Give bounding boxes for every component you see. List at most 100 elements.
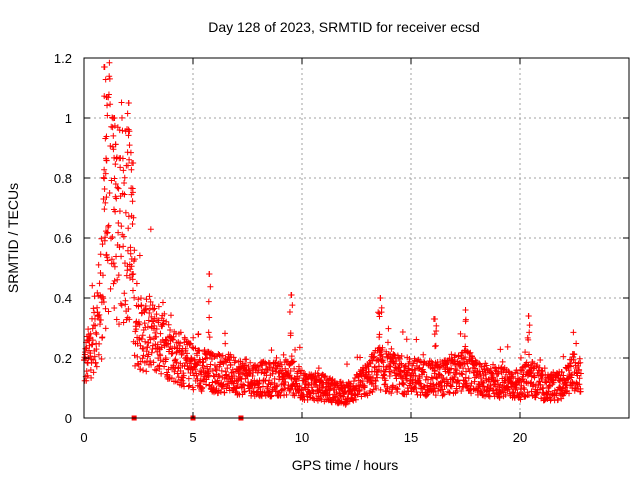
data-point	[432, 385, 439, 392]
data-point	[485, 392, 492, 399]
data-point	[159, 321, 166, 328]
data-point	[510, 373, 517, 380]
data-point	[124, 110, 131, 117]
data-point	[123, 272, 130, 279]
data-point	[559, 385, 566, 392]
data-point	[128, 212, 135, 219]
data-point	[453, 369, 460, 376]
data-point	[369, 389, 376, 396]
data-point	[159, 299, 166, 306]
data-point	[525, 313, 532, 319]
data-point	[129, 287, 136, 294]
data-point	[409, 376, 416, 383]
data-point	[436, 364, 443, 371]
data-point	[190, 386, 197, 393]
data-point	[108, 235, 115, 242]
data-point	[139, 355, 146, 362]
data-point	[155, 303, 162, 310]
data-point	[97, 321, 104, 328]
data-point	[412, 366, 419, 373]
data-point	[129, 185, 136, 192]
data-point	[126, 142, 133, 149]
data-point	[398, 362, 405, 369]
data-point	[93, 363, 100, 370]
data-point	[200, 364, 207, 371]
data-point	[333, 390, 340, 397]
data-point	[171, 368, 178, 375]
data-point	[500, 366, 507, 373]
data-point	[185, 383, 192, 390]
data-point	[416, 375, 423, 382]
data-point	[89, 282, 96, 289]
data-point	[110, 260, 117, 267]
data-point	[296, 344, 303, 351]
data-point	[137, 366, 144, 373]
data-point	[127, 266, 134, 273]
data-point	[207, 283, 214, 290]
data-point	[104, 112, 111, 119]
data-point	[278, 387, 285, 394]
data-point	[104, 229, 111, 236]
y-tick-label: 1	[65, 111, 72, 126]
data-point	[135, 303, 142, 310]
data-point	[448, 383, 455, 390]
data-point	[205, 298, 212, 305]
data-point	[386, 373, 393, 380]
data-point	[115, 220, 122, 227]
data-point	[92, 329, 99, 336]
data-point	[148, 349, 155, 356]
data-point	[121, 174, 128, 181]
data-point	[143, 368, 150, 375]
data-point	[443, 361, 450, 368]
data-point	[541, 365, 548, 372]
data-point	[133, 326, 140, 333]
data-point	[241, 388, 248, 395]
data-point	[196, 347, 203, 354]
data-point	[281, 375, 288, 382]
data-point	[525, 391, 532, 398]
data-point	[120, 167, 127, 174]
data-point	[567, 363, 574, 370]
data-point	[288, 353, 295, 360]
data-point	[521, 386, 528, 393]
data-point	[124, 149, 131, 156]
data-point	[103, 230, 110, 237]
data-point	[377, 295, 384, 301]
data-point	[126, 156, 133, 163]
data-point	[268, 364, 275, 371]
data-point	[204, 354, 211, 361]
data-point	[177, 340, 184, 347]
data-point	[112, 161, 119, 168]
data-point	[145, 317, 152, 324]
data-point	[104, 257, 111, 264]
data-point	[102, 76, 109, 83]
y-tick-label: 0	[65, 411, 72, 426]
data-point	[106, 59, 113, 66]
data-point	[97, 317, 104, 324]
data-point	[166, 375, 173, 382]
data-point	[403, 391, 410, 398]
data-point	[125, 213, 132, 220]
data-point	[527, 362, 534, 369]
data-point	[280, 351, 287, 358]
data-point	[85, 326, 92, 333]
data-point	[157, 357, 164, 364]
data-point	[222, 340, 229, 347]
data-point	[411, 385, 418, 392]
data-point	[566, 390, 573, 397]
data-point	[89, 325, 96, 332]
data-point	[432, 342, 439, 349]
data-point	[103, 94, 110, 100]
data-point	[153, 311, 160, 318]
data-point	[168, 350, 175, 357]
data-point	[394, 386, 401, 393]
data-point	[110, 132, 117, 139]
data-point	[111, 277, 118, 284]
data-point	[387, 369, 394, 376]
data-point	[537, 356, 544, 363]
x-tick-label: 15	[404, 430, 418, 445]
data-point	[102, 305, 109, 312]
data-point	[120, 243, 127, 250]
data-point	[129, 198, 136, 205]
data-point	[530, 381, 537, 388]
